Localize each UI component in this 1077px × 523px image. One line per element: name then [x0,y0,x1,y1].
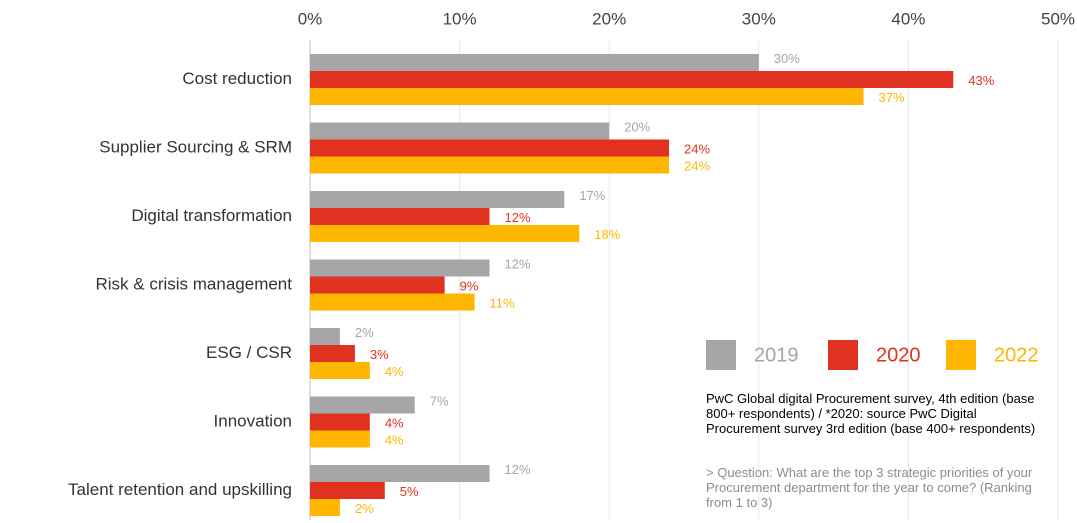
value-label: 18% [594,227,620,242]
legend-swatch [946,340,976,370]
bar [310,499,340,516]
value-label: 11% [490,295,515,310]
bar [310,328,340,345]
bar [310,482,385,499]
bar [310,345,355,362]
value-label: 12% [505,210,531,225]
category-label: Supplier Sourcing & SRM [99,137,292,156]
bar [310,122,610,140]
bar [310,430,370,448]
value-label: 4% [385,415,404,430]
x-tick-label: 0% [298,9,323,28]
value-label: 2% [355,501,374,516]
x-tick-label: 10% [443,9,477,28]
value-label: 5% [400,484,419,499]
value-label: 24% [684,141,710,156]
value-label: 7% [430,393,449,408]
x-tick-label: 20% [592,9,626,28]
value-label: 2% [355,325,374,340]
category-label: Innovation [214,411,292,430]
value-label: 4% [385,364,404,379]
value-label: 17% [579,188,605,203]
bar [310,413,370,431]
x-tick-label: 50% [1041,9,1075,28]
value-label: 24% [684,158,710,173]
legend-label: 2022 [994,344,1039,366]
category-label: Risk & crisis management [95,274,292,293]
value-label: 30% [774,51,800,66]
value-label: 4% [385,432,404,447]
question-note: > Question: What are the top 3 strategic… [706,465,1033,510]
value-label: 9% [460,278,479,293]
legend-swatch [706,340,736,370]
bar [310,88,864,105]
value-label: 43% [968,73,994,88]
value-label: 3% [370,347,389,362]
bar [310,465,490,482]
bar [310,225,580,242]
bar [310,293,475,311]
bar [310,191,565,208]
legend-label: 2020 [876,344,921,366]
value-label: 37% [879,90,905,105]
bar [310,362,370,379]
x-tick-label: 40% [891,9,925,28]
bar [310,139,670,157]
value-label: 12% [505,462,531,477]
category-label: Cost reduction [182,69,292,88]
bar [310,396,415,414]
legend-swatch [828,340,858,370]
category-label: Digital transformation [131,206,292,225]
bar [310,71,954,88]
bar [310,259,490,277]
bar [310,276,445,294]
bar [310,208,490,225]
source-note: PwC Global digital Procurement survey, 4… [706,391,1036,436]
value-label: 12% [505,256,531,271]
bar [310,156,670,174]
x-tick-label: 30% [742,9,776,28]
category-label: Talent retention and upskilling [68,480,292,499]
category-label: ESG / CSR [206,343,292,362]
legend-label: 2019 [754,344,799,366]
bar [310,54,759,71]
value-label: 20% [624,119,650,134]
